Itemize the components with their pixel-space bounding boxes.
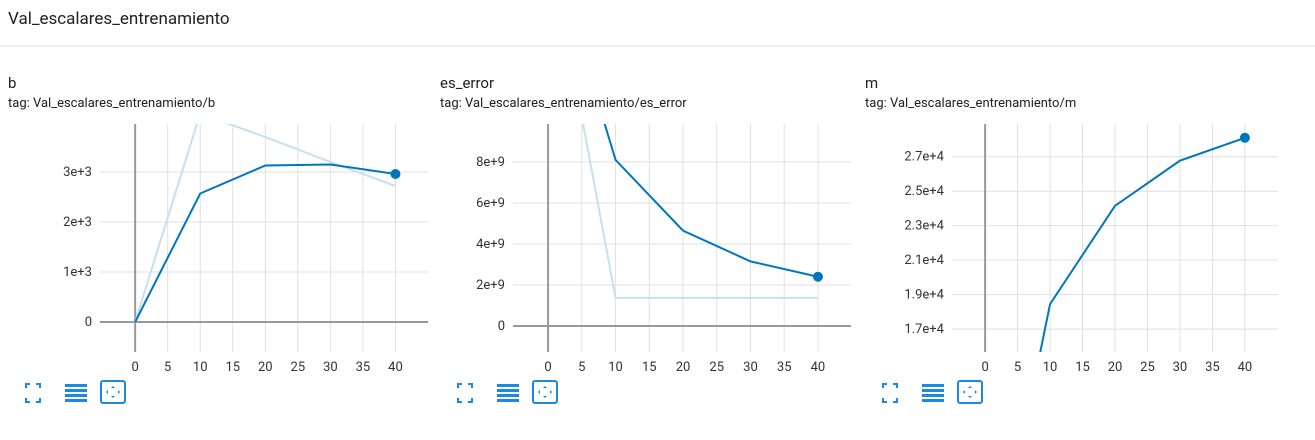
y-tick-label: 2.5e+4: [904, 184, 944, 199]
x-tick-label: 25: [291, 360, 306, 375]
icon: [922, 384, 944, 387]
x-tick-label: 30: [1173, 360, 1188, 375]
chart-panel: b tag: Val_escalares_entrenamiento/b 0 5 10 1…: [8, 74, 428, 375]
chart-subtitle: tag: Val_escalares_entrenamiento/es_erro…: [440, 96, 687, 111]
page-title: Val_escalares_entrenamiento: [8, 9, 230, 29]
y-tick-label: 6e+9: [476, 196, 505, 211]
x-tick-label: 10: [1043, 360, 1058, 375]
icon: [922, 399, 944, 402]
fit-domain-button[interactable]: [532, 380, 558, 404]
y-tick-label: 2.3e+4: [904, 219, 944, 234]
icon: [457, 383, 473, 403]
chart-subtitle: tag: Val_escalares_entrenamiento/b: [8, 96, 215, 111]
y-tick-label: 1.7e+4: [904, 322, 944, 337]
icon: [65, 399, 87, 402]
series-line: [134, 124, 396, 323]
icon: [963, 386, 977, 398]
y-tick-label: 2e+9: [476, 278, 505, 293]
x-tick-label: 5: [1014, 360, 1021, 375]
chart-subtitle: tag: Val_escalares_entrenamiento/m: [865, 96, 1076, 111]
icon: [25, 383, 41, 403]
icon: [922, 394, 944, 397]
icon: [497, 384, 519, 387]
icon: [65, 389, 87, 392]
x-tick-label: 25: [1140, 360, 1155, 375]
y-tick-label: 2.7e+4: [904, 150, 944, 165]
series-line: [603, 124, 819, 278]
series-line: [582, 124, 818, 299]
x-tick-label: 35: [777, 360, 792, 375]
x-tick-label: 10: [193, 360, 208, 375]
x-tick-label: 5: [164, 360, 171, 375]
x-tick-label: 35: [356, 360, 371, 375]
x-tick-label: 15: [225, 360, 240, 375]
x-tick-label: 30: [323, 360, 338, 375]
x-tick-label: 5: [578, 360, 585, 375]
toolbar: [25, 380, 983, 404]
x-tick-label: 0: [131, 360, 138, 375]
y-tick-label: 1.9e+4: [904, 288, 944, 303]
x-tick-label: 40: [811, 360, 826, 375]
x-tick-label: 15: [1075, 360, 1090, 375]
icon: [65, 394, 87, 397]
x-tick-label: 10: [608, 360, 623, 375]
x-tick-label: 0: [544, 360, 551, 375]
y-tick-label: 0: [85, 315, 92, 330]
icon: [532, 380, 558, 404]
chart-title: b: [8, 74, 16, 92]
y-tick-label: 3e+3: [63, 165, 92, 180]
icon: [100, 380, 126, 404]
x-tick-label: 35: [1205, 360, 1220, 375]
fullscreen-button[interactable]: [882, 383, 898, 403]
fit-domain-button[interactable]: [957, 380, 983, 404]
y-tick-label: 4e+9: [476, 237, 505, 252]
last-point: [1239, 132, 1250, 143]
y-tick-label: 8e+9: [476, 155, 505, 170]
fullscreen-button[interactable]: [25, 383, 41, 403]
series-line: [134, 163, 396, 323]
icon: [882, 383, 898, 403]
chart-title: es_error: [440, 74, 494, 92]
x-tick-label: 25: [709, 360, 724, 375]
chart-panel: es_error tag: Val_escalares_entrenamiento…: [440, 74, 851, 375]
series-line: [1039, 136, 1246, 352]
x-tick-label: 40: [1238, 360, 1253, 375]
x-tick-label: 20: [676, 360, 691, 375]
x-tick-label: 30: [743, 360, 758, 375]
icon: [922, 389, 944, 392]
icon: [497, 399, 519, 402]
icon: [106, 386, 120, 398]
toggle-log-button[interactable]: [65, 384, 87, 402]
y-tick-label: 2.1e+4: [904, 253, 944, 268]
icon: [65, 384, 87, 387]
y-tick-label: 1e+3: [63, 265, 92, 280]
icon: [957, 380, 983, 404]
x-tick-label: 20: [1108, 360, 1123, 375]
toggle-log-button[interactable]: [497, 384, 519, 402]
icon: [538, 386, 552, 398]
chart-panel: m tag: Val_escalares_entrenamiento/m 0 5 10 1…: [865, 74, 1278, 375]
fit-domain-button[interactable]: [100, 380, 126, 404]
y-tick-label: 0: [498, 319, 505, 334]
toggle-log-button[interactable]: [922, 384, 944, 402]
chart-title: m: [865, 74, 878, 92]
x-tick-label: 0: [981, 360, 988, 375]
fullscreen-button[interactable]: [457, 383, 473, 403]
x-tick-label: 40: [388, 360, 403, 375]
x-tick-label: 15: [642, 360, 657, 375]
icon: [497, 394, 519, 397]
last-point: [812, 271, 823, 282]
last-point: [390, 169, 401, 179]
icon: [497, 389, 519, 392]
y-tick-label: 2e+3: [63, 215, 92, 230]
x-tick-label: 20: [258, 360, 273, 375]
